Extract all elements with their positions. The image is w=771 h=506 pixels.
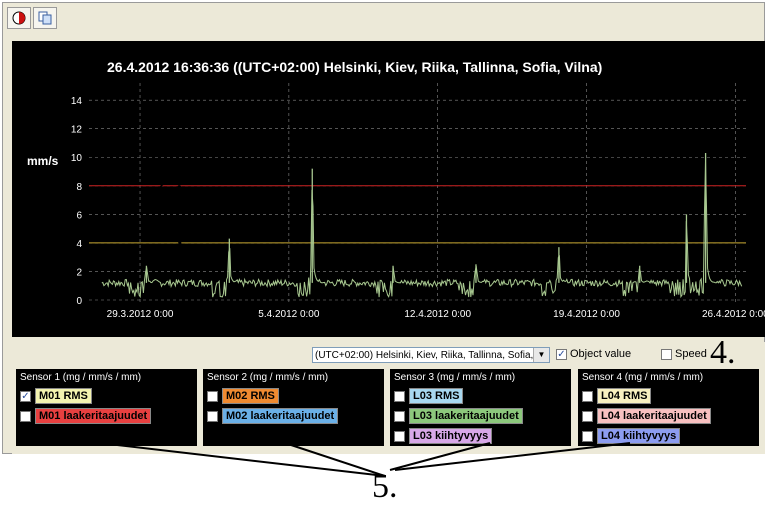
sensor-item-label: L04 laakeritaajuudet <box>597 408 711 424</box>
y-axis-label: mm/s <box>27 154 59 168</box>
y-tick-label: 0 <box>76 296 82 307</box>
controls-panel: (UTC+02:00) Helsinki, Kiev, Riika, Talli… <box>12 342 765 454</box>
sensor-item-label: L03 kiihtyvyys <box>409 428 493 444</box>
y-tick-label: 8 <box>76 182 82 193</box>
y-tick-label: 10 <box>71 153 83 164</box>
sensor-item[interactable]: L03 laakeritaajuudet <box>394 408 523 424</box>
sensor-item[interactable]: L04 RMS <box>582 388 652 404</box>
x-tick-label: 26.4.2012 0:00 <box>702 309 765 320</box>
sensor-item-label: L04 kiihtyvyys <box>597 428 681 444</box>
sensor-item-label: M02 laakeritaajuudet <box>222 408 339 424</box>
speed-checkbox[interactable] <box>661 348 672 360</box>
sensor-item[interactable]: L03 kiihtyvyys <box>394 428 493 444</box>
y-tick-label: 14 <box>71 96 83 107</box>
sensor-item-label: M02 RMS <box>222 388 279 404</box>
timezone-select[interactable]: (UTC+02:00) Helsinki, Kiev, Riika, Talli… <box>312 347 550 363</box>
record-icon <box>12 11 26 25</box>
annotation-5: 5. <box>372 468 398 505</box>
y-tick-label: 12 <box>71 125 83 136</box>
sensor-checkbox[interactable] <box>582 410 593 422</box>
sensor-checkbox[interactable] <box>207 390 218 402</box>
x-tick-label: 29.3.2012 0:00 <box>107 309 174 320</box>
series-line <box>101 161 743 299</box>
sensor-4-group: Sensor 4 (mg / mm/s / mm) L04 RMS L04 la… <box>578 369 759 446</box>
sensor-item-label: M01 laakeritaajuudet <box>35 408 152 424</box>
record-button[interactable] <box>7 7 31 29</box>
x-tick-label: 12.4.2012 0:00 <box>404 309 471 320</box>
object-value-toggle[interactable]: ✓ Object value <box>556 348 631 360</box>
sensor-checkbox[interactable] <box>582 430 593 442</box>
sensor-3-group: Sensor 3 (mg / mm/s / mm) L03 RMS L03 la… <box>390 369 571 446</box>
sensor-checkbox[interactable]: ✓ <box>20 390 31 402</box>
speed-label: Speed <box>675 348 707 360</box>
timezone-select-value: (UTC+02:00) Helsinki, Kiev, Riika, Talli… <box>315 350 550 361</box>
sensor-title: Sensor 4 (mg / mm/s / mm) <box>582 372 704 383</box>
app-window: 0 2 4 6 8 10 12 14 29.3.2012 0:00 5.4.2012 0:00 1… <box>2 2 765 454</box>
sensor-2-group: Sensor 2 (mg / mm/s / mm) M02 RMS M02 la… <box>203 369 384 446</box>
object-value-checkbox[interactable]: ✓ <box>556 348 567 360</box>
toolbar <box>7 7 57 33</box>
sensor-item-label: M01 RMS <box>35 388 92 404</box>
sensor-item[interactable]: L04 laakeritaajuudet <box>582 408 711 424</box>
annotation-2: 2. <box>158 160 184 197</box>
speed-toggle[interactable]: Speed <box>661 348 707 360</box>
sensor-item[interactable]: L04 kiihtyvyys <box>582 428 681 444</box>
sensor-item-label: L03 RMS <box>409 388 464 404</box>
sensor-title: Sensor 2 (mg / mm/s / mm) <box>207 372 329 383</box>
sensor-checkbox[interactable] <box>394 430 405 442</box>
sensor-checkbox[interactable] <box>394 410 405 422</box>
sensor-checkbox[interactable] <box>582 390 593 402</box>
x-tick-label: 5.4.2012 0:00 <box>258 309 320 320</box>
copy-icon <box>38 11 52 25</box>
object-value-label: Object value <box>570 348 632 360</box>
chart-title: 26.4.2012 16:36:36 ((UTC+02:00) Helsinki… <box>107 59 602 75</box>
trend-chart: 0 2 4 6 8 10 12 14 29.3.2012 0:00 5.4.2012 0:00 1… <box>12 41 765 337</box>
y-tick-label: 6 <box>76 210 82 221</box>
chart-canvas: 0 2 4 6 8 10 12 14 29.3.2012 0:00 5.4.2012 0:00 1… <box>27 59 765 320</box>
sensor-item[interactable]: M02 laakeritaajuudet <box>207 408 339 424</box>
y-tick-label: 2 <box>76 267 82 278</box>
sensor-checkbox[interactable] <box>207 410 218 422</box>
chevron-down-icon[interactable]: ▼ <box>533 348 549 362</box>
y-tick-label: 4 <box>76 239 82 250</box>
annotation-1: 1. <box>70 40 96 77</box>
annotation-3: 3. <box>166 222 192 259</box>
sensor-item[interactable]: L03 RMS <box>394 388 464 404</box>
sensor-title: Sensor 3 (mg / mm/s / mm) <box>394 372 516 383</box>
x-tick-label: 19.4.2012 0:00 <box>553 309 620 320</box>
sensor-item[interactable]: M01 laakeritaajuudet <box>20 408 152 424</box>
sensor-item[interactable]: ✓ M01 RMS <box>20 388 92 404</box>
sensor-1-group: Sensor 1 (mg / mm/s / mm) ✓ M01 RMS M01 … <box>16 369 197 446</box>
sensor-checkbox[interactable] <box>394 390 405 402</box>
sensor-checkbox[interactable] <box>20 410 31 422</box>
copy-button[interactable] <box>33 7 57 29</box>
sensor-item[interactable]: M02 RMS <box>207 388 279 404</box>
sensor-title: Sensor 1 (mg / mm/s / mm) <box>20 372 142 383</box>
sensor-item-label: L04 RMS <box>597 388 652 404</box>
annotation-4: 4. <box>710 334 736 371</box>
sensor-item-label: L03 laakeritaajuudet <box>409 408 523 424</box>
